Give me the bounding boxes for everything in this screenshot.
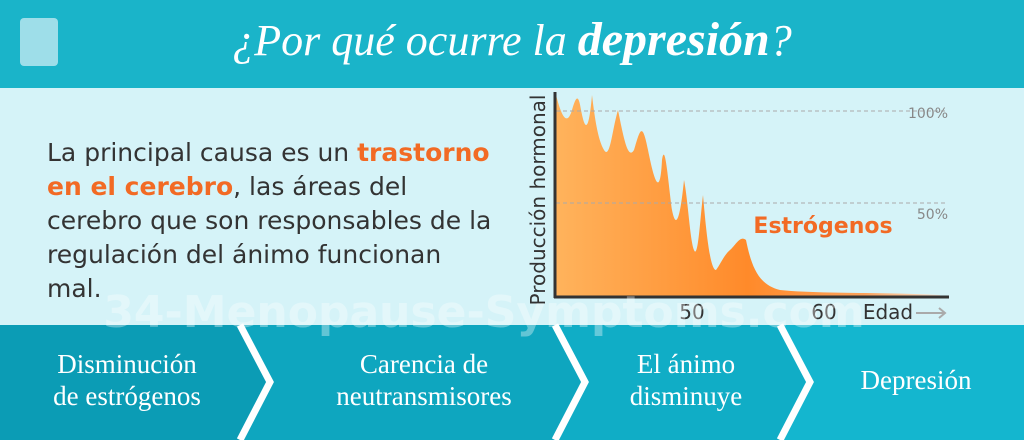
series-label: Estrógenos <box>753 214 892 239</box>
chevron <box>236 323 274 440</box>
step: Depresión <box>861 364 972 396</box>
y-axis-label: Producción hormonal <box>526 95 550 306</box>
logo <box>20 18 58 66</box>
step-line: Depresión <box>860 365 972 395</box>
chevron <box>776 323 814 440</box>
y-tick-label: 100% <box>908 106 948 122</box>
step-shape <box>0 325 270 440</box>
watermark: 34-Menopause-Symptoms.com <box>103 287 864 338</box>
axis-arrow <box>938 307 947 319</box>
step-line: disminuye <box>629 381 743 411</box>
text: La principal causa es un <box>47 138 350 167</box>
header-band <box>0 0 1024 88</box>
step-line: de estrógenos <box>53 381 201 411</box>
highlight: trastorno en el cerebro <box>47 138 490 201</box>
step-shape <box>240 325 585 440</box>
text: , las áreas del cerebro que son responsa… <box>47 172 492 303</box>
chevron <box>551 323 589 440</box>
step: Disminución de estrógenos <box>53 348 201 412</box>
title-emphasis: depresión <box>577 13 770 66</box>
hormone-curve <box>556 95 940 297</box>
step: Carencia de neutransmisores <box>336 348 511 412</box>
x-axis-label: Edad <box>863 300 913 324</box>
x-tick-label: 50 <box>679 300 704 324</box>
step-line: Carencia de <box>359 349 489 379</box>
step-shape <box>780 325 1024 440</box>
y-tick-label: 50% <box>917 207 948 223</box>
step-shape <box>555 325 810 440</box>
description: La principal causa es un trastorno en el… <box>47 136 497 306</box>
title-text: ¿Por qué ocurre la <box>232 16 567 65</box>
step-line: neutransmisores <box>336 381 512 411</box>
step-line: Disminución <box>57 349 197 379</box>
step: El ánimo disminuye <box>630 348 743 412</box>
title: ¿Por qué ocurre la depresión? <box>0 12 1024 67</box>
x-tick-label: 60 <box>811 300 836 324</box>
title-text: ? <box>769 16 792 65</box>
step-line: El ánimo <box>636 349 736 379</box>
